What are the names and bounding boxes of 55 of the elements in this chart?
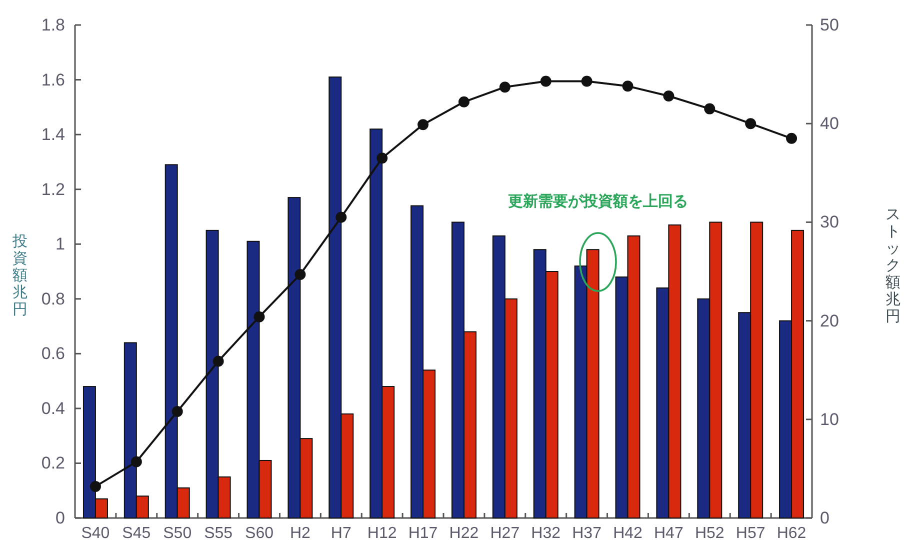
y-tick-label: 1 — [56, 234, 65, 254]
point — [581, 76, 592, 87]
x-tick-label: H47 — [654, 525, 684, 542]
x-tick-label: H12 — [367, 525, 397, 542]
y-tick-label: 0.6 — [41, 344, 65, 364]
point — [90, 480, 101, 492]
y-tick-label: 1.8 — [41, 16, 65, 34]
y-tick-label: 1.4 — [41, 125, 65, 144]
point — [704, 103, 716, 114]
x-tick-label: S45 — [122, 525, 151, 542]
point — [376, 152, 388, 164]
annotation: 更新需要が投資額を上回る — [508, 192, 688, 210]
y-tick-label: 0 — [56, 508, 65, 528]
x-tick-label: H27 — [490, 525, 520, 542]
x-tick-label: S60 — [245, 525, 274, 542]
point — [540, 76, 552, 87]
y2-tick-label: 20 — [820, 311, 839, 330]
y-tick-label: 1.2 — [41, 180, 65, 199]
point — [786, 132, 798, 144]
point — [172, 406, 183, 418]
x-tick-label: H7 — [330, 525, 352, 542]
point — [212, 356, 224, 367]
x-tick-label: H17 — [408, 525, 438, 542]
y2-tick-label: 50 — [820, 16, 839, 34]
point — [254, 311, 265, 322]
y-tick-label: 1.6 — [41, 70, 65, 90]
x-tick-label: H37 — [572, 525, 602, 542]
point — [294, 268, 306, 280]
x-tick-label: H42 — [613, 525, 643, 542]
y2-axis-title: ストック額兆円 — [886, 206, 900, 324]
point — [418, 119, 429, 130]
y-tick-label: 0.8 — [41, 289, 65, 308]
x-tick-label: H57 — [736, 525, 766, 542]
point — [458, 96, 470, 108]
x-tick-label: H2 — [290, 525, 311, 542]
y-tick-label: 0.4 — [41, 398, 65, 418]
x-tick-label: S40 — [81, 525, 110, 542]
x-tick-label: H52 — [694, 525, 724, 542]
point — [130, 456, 142, 468]
point — [745, 118, 756, 130]
point — [622, 80, 634, 92]
y-tick-label: 0.2 — [41, 454, 65, 473]
y-axis-title: 投資額兆円 — [12, 232, 28, 318]
point — [336, 212, 347, 223]
x-tick-label: S55 — [204, 525, 233, 542]
y2-tick-label: 40 — [820, 114, 839, 134]
y2-tick-label: 0 — [820, 508, 830, 528]
x-tick-label: H62 — [776, 525, 806, 542]
x-tick-label: S50 — [163, 525, 192, 542]
x-tick-label: H22 — [449, 525, 479, 542]
point — [663, 90, 674, 102]
x-tick-label: H32 — [531, 525, 561, 542]
point — [499, 82, 510, 93]
y2-tick-label: 10 — [820, 410, 839, 429]
y2-tick-label: 30 — [820, 212, 839, 232]
